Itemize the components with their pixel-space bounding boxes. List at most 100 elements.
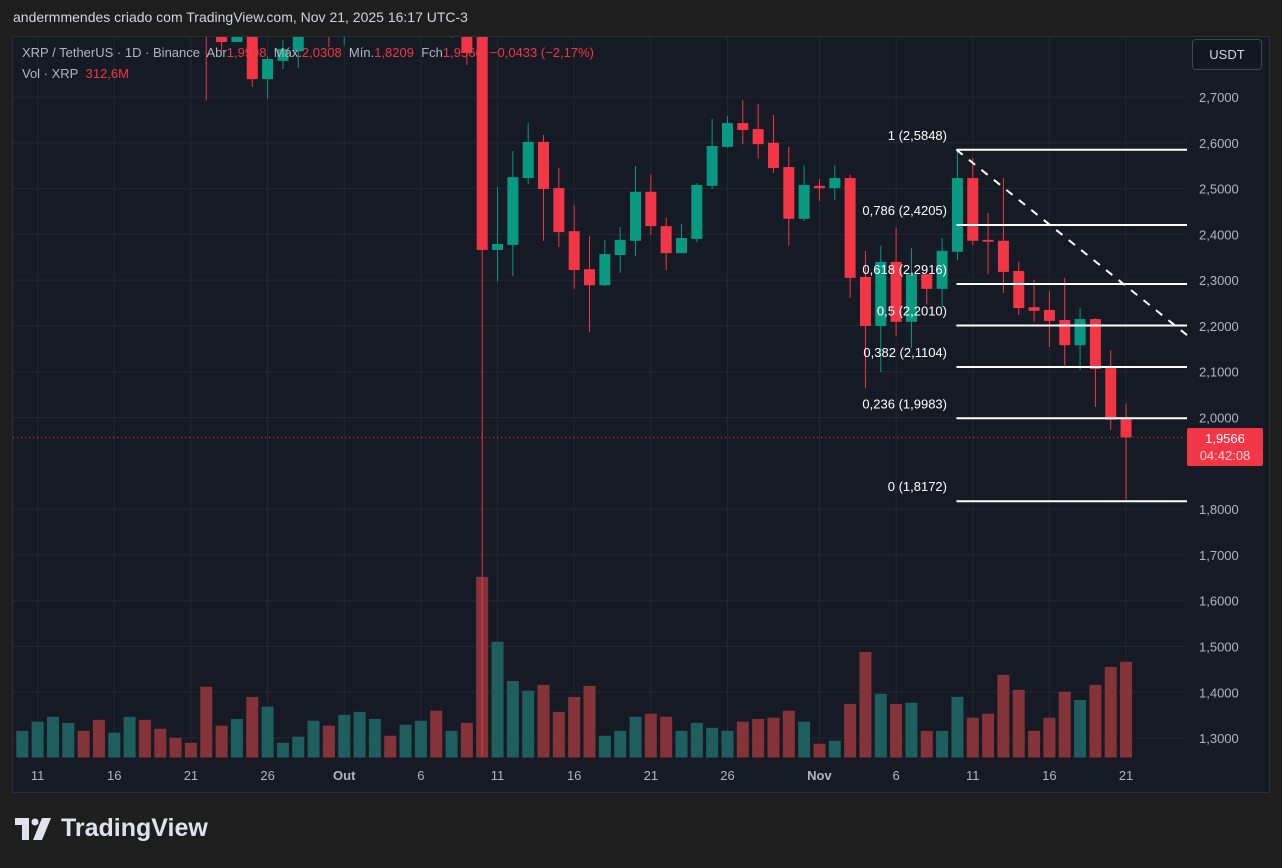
volume-value: 312,6M (85, 66, 129, 81)
fib-level-label: 0,786 (2,4205) (862, 203, 947, 218)
volume-bar (276, 742, 289, 758)
candle (492, 187, 504, 282)
volume-bar (322, 725, 335, 758)
candle (538, 135, 550, 241)
candle (752, 103, 764, 159)
candle-body (1059, 319, 1071, 346)
candle (216, 37, 228, 52)
candle (568, 205, 580, 289)
candle (584, 236, 596, 332)
candle (982, 212, 994, 275)
volume-bar (399, 724, 412, 758)
time-tick-label: 6 (417, 768, 424, 783)
close-value: 1,9566 (442, 45, 483, 60)
candle-body (752, 129, 764, 145)
time-tick-label: 11 (491, 768, 505, 783)
candle-body (231, 37, 243, 43)
candle-body (216, 37, 228, 43)
candle-body (1120, 417, 1132, 438)
fib-level-label: 0 (1,8172) (888, 479, 947, 494)
volume-bar (1074, 699, 1087, 758)
chart-legend: XRP / TetherUS · 1D · Binance Abr1,9998 … (22, 45, 594, 87)
volume-bar (798, 721, 811, 758)
time-tick-label: 26 (260, 768, 274, 783)
symbol-label[interactable]: XRP / TetherUS · 1D · Binance (22, 45, 200, 60)
price-tick-label: 1,3000 (1199, 731, 1239, 746)
volume-bar (31, 721, 44, 758)
volume-bar (690, 722, 703, 758)
volume-bar (660, 716, 673, 758)
candle-body (1089, 319, 1101, 369)
volume-bar (997, 674, 1010, 758)
candles (205, 37, 1132, 757)
candle-body (476, 37, 488, 250)
candle (645, 174, 657, 235)
candle (614, 227, 626, 273)
volume-bar (874, 693, 887, 758)
fib-level-label: 1 (2,5848) (888, 128, 947, 143)
candle-body (553, 188, 565, 233)
volume-bar (583, 685, 596, 758)
volume-bar (675, 730, 688, 758)
candle (829, 165, 841, 201)
change-value: −0,0433 (−2,17%) (489, 45, 594, 60)
volume-bar (491, 641, 504, 758)
candle-body (921, 274, 933, 289)
candle-body (292, 37, 304, 52)
open-value: 1,9998 (226, 45, 267, 60)
candle (967, 157, 979, 245)
volume-bar (169, 737, 182, 758)
candle (277, 40, 289, 70)
candle (921, 274, 933, 305)
price-tick-label: 2,0000 (1199, 411, 1239, 426)
volume-bar (706, 727, 719, 758)
time-tick-label: 21 (644, 768, 658, 783)
time-tick-label: 21 (184, 768, 198, 783)
candle-body (936, 250, 948, 289)
candle (936, 238, 948, 308)
volume-bar (568, 696, 581, 758)
volume-bar (644, 713, 657, 758)
price-tick-label: 2,1000 (1199, 365, 1239, 380)
high-label: Máx. (273, 45, 302, 60)
volume-bar (782, 710, 795, 758)
brand-name: TradingView (61, 814, 208, 842)
volume-bar (184, 742, 197, 758)
fib-level-label: 0,618 (2,2916) (862, 262, 947, 277)
candle (630, 166, 641, 256)
candle-body (461, 37, 473, 54)
low-value: 1,8209 (374, 45, 414, 60)
price-tick-label: 2,7000 (1199, 90, 1239, 105)
candle (783, 146, 795, 246)
candle (599, 239, 611, 287)
currency-button[interactable]: USDT (1192, 39, 1262, 70)
time-tick-label: Out (333, 768, 356, 783)
candle-body (859, 276, 871, 326)
candle-body (1105, 368, 1117, 420)
open-label: Abr (206, 45, 227, 60)
candle (951, 149, 963, 261)
volume-bar (1120, 661, 1133, 758)
candle (767, 114, 779, 174)
volume-bar (506, 680, 519, 758)
price-tick-label: 2,5000 (1199, 182, 1239, 197)
fib-level-label: 0,382 (2,1104) (863, 345, 947, 360)
candle-body (1043, 309, 1055, 321)
tradingview-logo-icon (15, 817, 51, 840)
volume-bar (936, 730, 949, 758)
chart-panel[interactable] (12, 36, 1270, 793)
candle (1059, 277, 1071, 366)
price-tick-label: 1,5000 (1199, 639, 1239, 654)
volume-bar (200, 686, 213, 758)
candle (660, 217, 672, 271)
candle-body (1074, 319, 1086, 346)
candle-body (706, 145, 718, 186)
time-tick-label: 11 (966, 768, 980, 783)
tradingview-logo[interactable]: TradingView (15, 814, 208, 843)
price-tick-label: 2,2000 (1199, 319, 1239, 334)
candle-body (844, 178, 856, 278)
candle-body (507, 177, 519, 245)
time-tick-label: 11 (31, 768, 45, 783)
volume-bar (721, 730, 734, 758)
